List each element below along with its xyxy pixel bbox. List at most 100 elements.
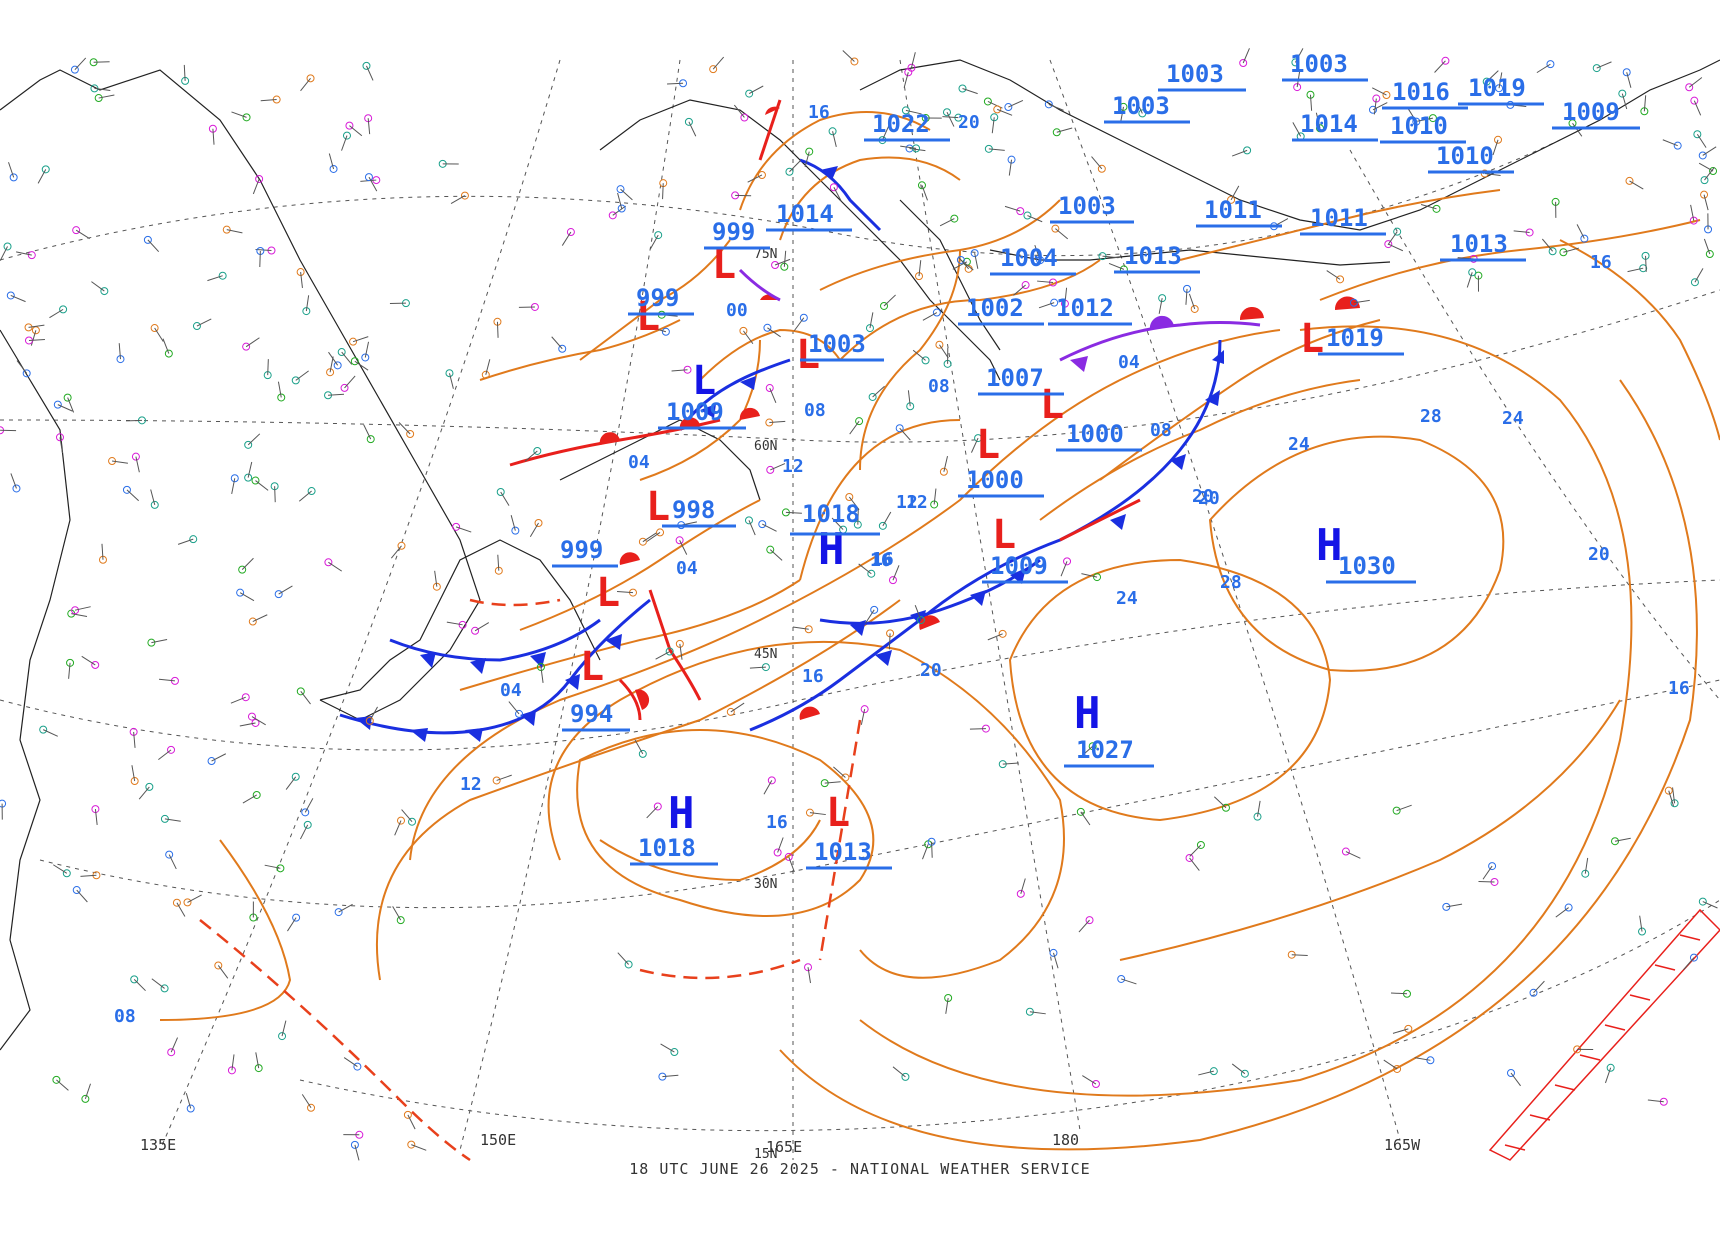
pressure-label: 1019: [1458, 74, 1544, 106]
wind-barb: [824, 781, 841, 784]
station-marker: [143, 235, 152, 244]
wind-barb: [679, 643, 683, 660]
svg-text:1009: 1009: [1562, 98, 1620, 126]
wind-barb: [301, 1094, 312, 1109]
wind-barb: [1121, 978, 1137, 985]
lon-label: 135E: [140, 1136, 176, 1154]
svg-text:1013: 1013: [1450, 230, 1508, 258]
station-marker: [638, 749, 647, 758]
station-marker: [1036, 256, 1045, 265]
wind-barb: [147, 239, 160, 253]
station-marker: [1240, 1069, 1249, 1078]
wind-barb: [196, 318, 212, 327]
wind-barb: [960, 259, 974, 271]
station-marker: [1088, 742, 1097, 751]
station-marker: [1548, 247, 1557, 256]
wind-barb: [1383, 1059, 1398, 1070]
station-marker: [878, 521, 887, 530]
station-marker: [1253, 812, 1262, 821]
station-marker: [251, 718, 260, 727]
station-marker: [534, 518, 543, 527]
station-marker: [329, 164, 338, 173]
wind-barb: [151, 639, 168, 644]
high-pressure-value: 1018: [638, 834, 696, 862]
wind-barb: [650, 326, 667, 333]
station-marker: [276, 864, 285, 873]
station-marker: [27, 251, 36, 260]
station-marker: [1506, 1069, 1515, 1078]
station-marker: [974, 434, 983, 443]
station-marker: [1049, 948, 1058, 957]
wind-barb: [892, 1066, 906, 1078]
station-marker: [805, 147, 814, 156]
station-marker: [59, 305, 68, 314]
station-marker: [186, 1104, 195, 1113]
svg-text:L: L: [636, 294, 660, 340]
wind-barb: [508, 701, 520, 715]
station-marker: [63, 393, 72, 402]
station-marker: [255, 174, 264, 183]
wind-barb: [769, 387, 777, 404]
wind-barb: [1213, 796, 1227, 809]
pressure-label: 1013: [1114, 242, 1200, 274]
wind-barb: [1576, 224, 1585, 239]
station-marker: [1611, 837, 1620, 846]
station-marker: [230, 474, 239, 483]
wind-barb: [0, 246, 8, 261]
station-marker: [301, 808, 310, 817]
wind-barb: [398, 422, 411, 435]
wind-barb: [133, 731, 136, 748]
wind-barb: [28, 324, 45, 328]
wind-barb: [1702, 146, 1717, 156]
wind-barb: [168, 854, 177, 870]
station-marker: [244, 440, 253, 449]
wind-barb: [1643, 95, 1647, 112]
map-footer-credit: 18 UTC JUNE 26 2025 - NATIONAL WEATHER S…: [629, 1160, 1091, 1178]
lat-label: 45N: [754, 647, 777, 662]
station-marker: [130, 777, 139, 786]
low-pressure-value: 1019: [1326, 324, 1384, 352]
lon-label: 150E: [480, 1131, 516, 1149]
station-marker: [91, 660, 100, 669]
station-marker: [481, 370, 490, 379]
station-marker: [248, 617, 257, 626]
wind-barb: [1230, 185, 1240, 201]
station-marker: [71, 606, 80, 615]
wind-barb: [448, 373, 454, 389]
svg-text:1014: 1014: [1300, 110, 1358, 138]
isobar-label: 16: [1590, 252, 1612, 273]
pressure-label: 1014: [766, 200, 852, 232]
wind-barb: [918, 260, 922, 277]
station-marker: [53, 400, 62, 409]
station-marker: [867, 569, 876, 578]
station-marker: [912, 144, 921, 153]
station-marker: [888, 576, 897, 585]
wind-barb: [407, 1114, 416, 1130]
station-marker: [855, 417, 864, 426]
station-marker: [608, 211, 617, 220]
station-marker: [740, 113, 749, 122]
wind-barb: [1396, 804, 1412, 812]
station-marker: [656, 528, 665, 537]
station-marker: [1185, 853, 1194, 862]
station-marker: [396, 916, 405, 925]
station-marker: [845, 492, 854, 501]
station-marker: [70, 65, 79, 74]
wind-barb: [91, 281, 105, 292]
wind-barb: [770, 463, 786, 471]
station-marker: [684, 117, 693, 126]
wind-barb: [28, 338, 45, 341]
station-marker: [616, 185, 625, 194]
wind-barb: [883, 294, 896, 307]
wind-barb: [241, 557, 254, 570]
station-marker: [1690, 278, 1699, 287]
wind-barb: [239, 592, 255, 602]
wind-barb: [150, 489, 156, 506]
pressure-label: 1011: [1300, 204, 1386, 236]
pressure-label: 1004: [990, 244, 1076, 276]
latitude-labels: 75N 60N 45N 30N 15N: [754, 247, 777, 1162]
station-marker: [1581, 869, 1590, 878]
station-marker: [1690, 96, 1699, 105]
hatched-area: [1488, 908, 1720, 1161]
wind-barb: [987, 633, 1003, 641]
